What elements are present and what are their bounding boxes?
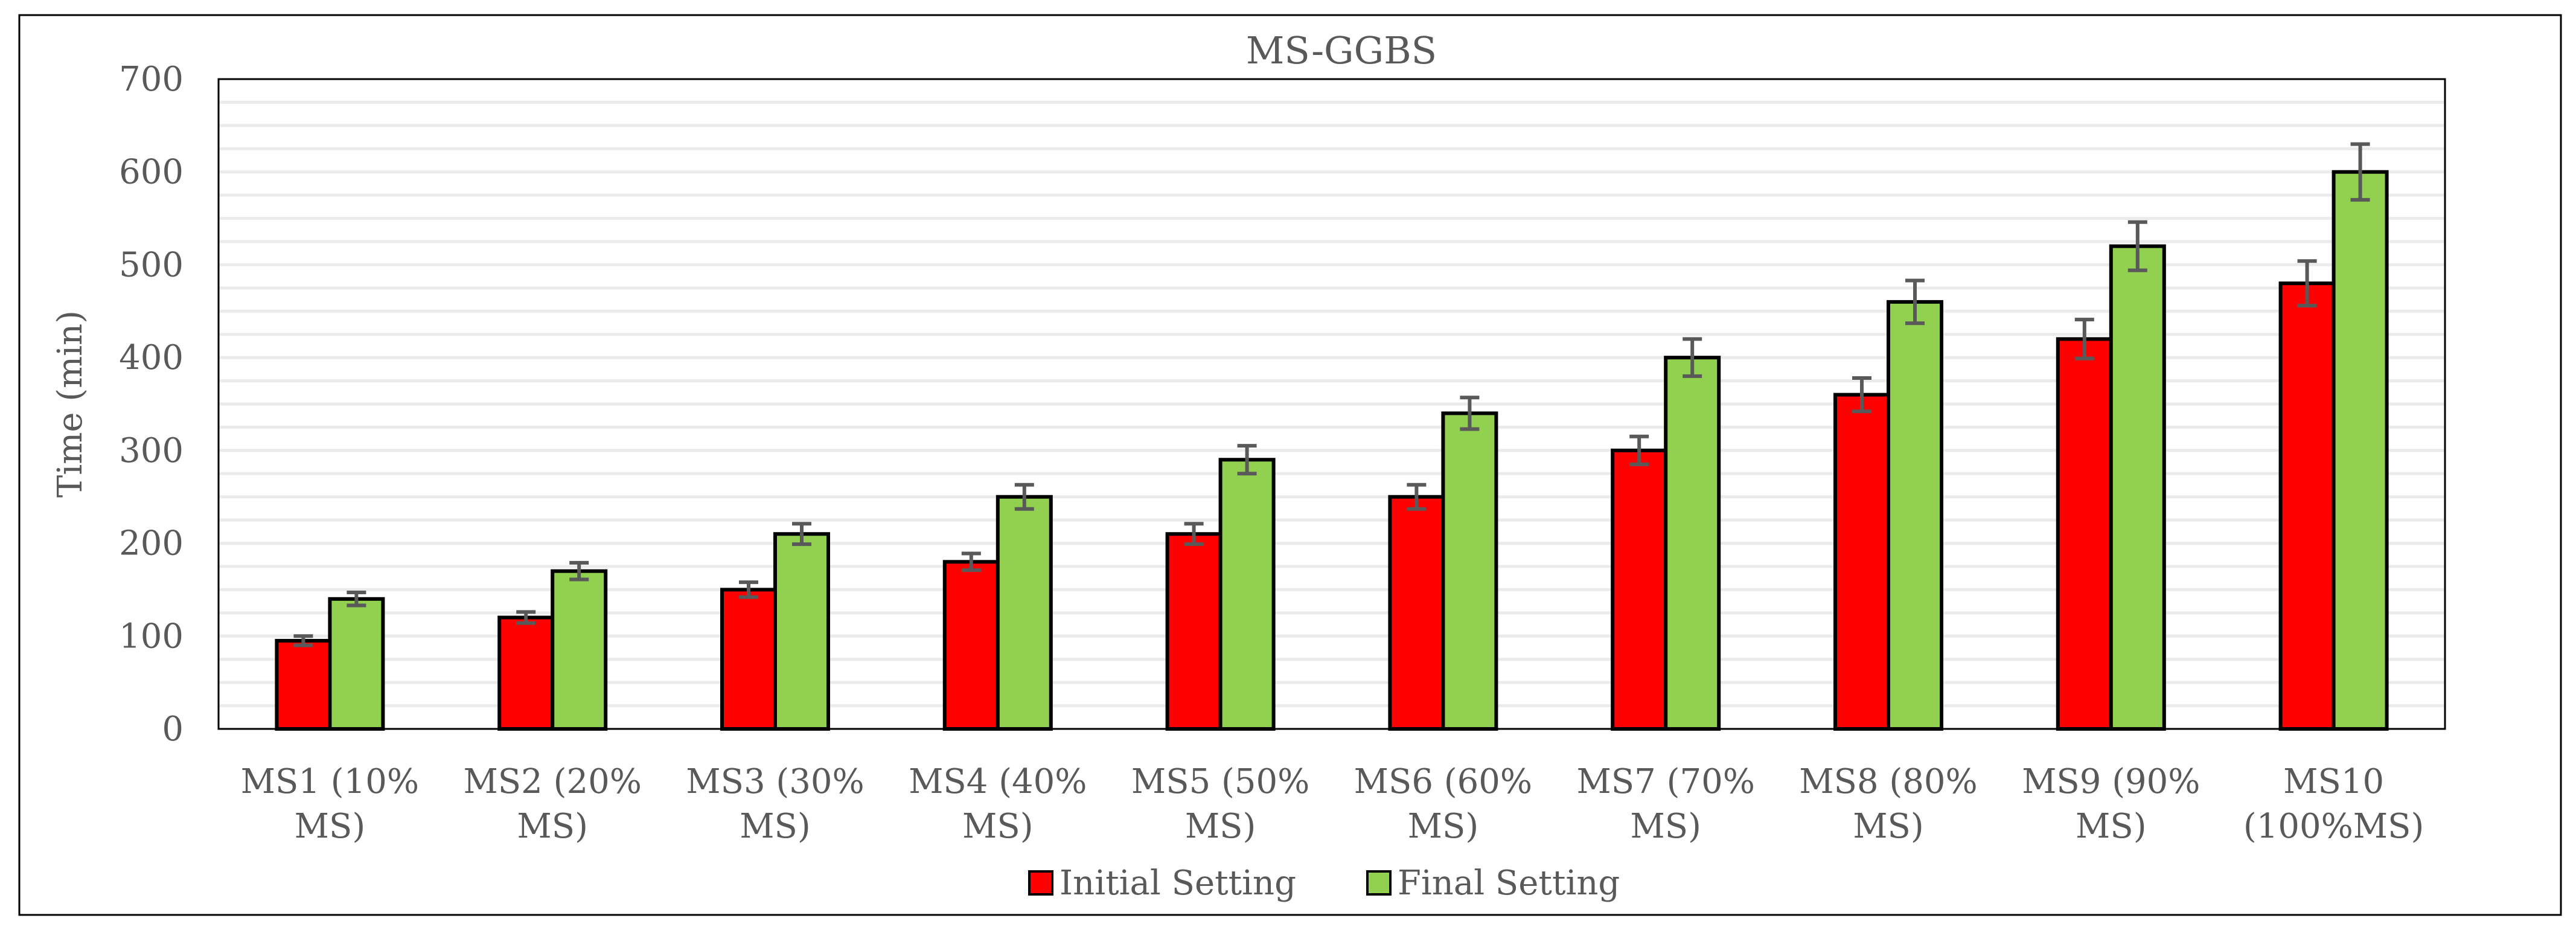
y-tick-label: 200 <box>119 524 184 563</box>
x-tick-label: MS8 (80% MS) <box>1799 762 1977 846</box>
y-axis-label: Time (min) <box>51 310 90 498</box>
legend-swatch <box>1028 870 1053 896</box>
bar <box>720 588 777 731</box>
y-tick-label: 600 <box>119 153 184 192</box>
legend-item: Initial Setting <box>1028 864 1296 903</box>
y-axis-ticks: 0 100 200 300 400 500 600 700 <box>119 60 184 749</box>
legend-label: Final Setting <box>1398 864 1620 903</box>
x-tick-label: MS6 (60% MS) <box>1354 762 1532 846</box>
legend-label: Initial Setting <box>1059 864 1296 903</box>
bar <box>942 560 1000 731</box>
chart-title: MS-GGBS <box>1246 28 1437 72</box>
bar <box>497 615 555 731</box>
y-tick-label: 700 <box>119 60 184 99</box>
x-tick-label: MS3 (30% MS) <box>686 762 864 846</box>
bar <box>1165 532 1222 731</box>
plot-area <box>217 78 2446 730</box>
y-tick-label: 500 <box>119 245 184 284</box>
bar <box>2332 170 2389 731</box>
bar <box>1611 448 1668 731</box>
bar <box>2109 244 2166 731</box>
bar <box>1441 411 1498 731</box>
x-tick-label: MS10 (100%MS) <box>2243 762 2424 846</box>
x-tick-label: MS7 (70% MS) <box>1576 762 1754 846</box>
legend-item: Final Setting <box>1366 864 1620 903</box>
x-tick-label: MS1 (10% MS) <box>241 762 419 846</box>
bar <box>1218 458 1276 731</box>
bar <box>1887 300 1943 731</box>
y-tick-label: 400 <box>119 338 184 377</box>
bar <box>551 569 608 731</box>
x-tick-label: MS4 (40% MS) <box>909 762 1087 846</box>
bars <box>275 142 2389 731</box>
x-tick-label: MS2 (20% MS) <box>463 762 641 846</box>
x-tick-label: MS5 (50% MS) <box>1131 762 1309 846</box>
bar <box>275 638 332 731</box>
legend: Initial Setting Final Setting <box>1028 864 1620 903</box>
bar <box>773 532 830 731</box>
bar <box>2056 337 2113 731</box>
bar <box>1833 393 1890 731</box>
y-tick-label: 0 <box>162 710 184 749</box>
y-tick-label: 100 <box>119 617 184 656</box>
y-tick-label: 300 <box>119 431 184 470</box>
bar <box>996 495 1053 731</box>
x-axis-labels: MS1 (10% MS) MS2 (20% MS) MS3 (30% MS) MS4 (40… <box>241 762 2424 846</box>
bar <box>1664 356 1721 731</box>
bar <box>2278 281 2336 731</box>
bar <box>328 597 385 731</box>
x-tick-label: MS9 (90% MS) <box>2022 762 2200 846</box>
legend-swatch <box>1366 870 1392 896</box>
bar <box>1388 495 1445 731</box>
